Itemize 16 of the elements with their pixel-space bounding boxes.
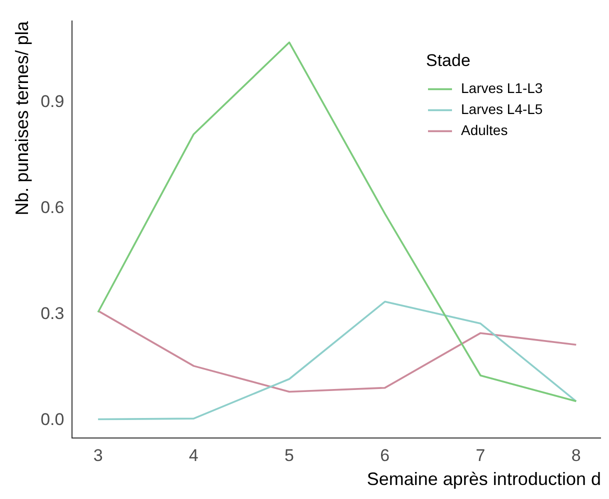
y-tick-label: 0.0 bbox=[40, 410, 64, 430]
legend-title: Stade bbox=[426, 50, 470, 70]
y-tick-label: 0.6 bbox=[40, 198, 64, 218]
legend-label: Larves L1-L3 bbox=[461, 80, 543, 96]
x-axis-title: Semaine après introduction d bbox=[366, 469, 601, 490]
legend-label: Adultes bbox=[461, 122, 508, 138]
x-tick-label: 3 bbox=[93, 446, 103, 465]
y-tick-label: 0.3 bbox=[40, 304, 64, 324]
x-tick-label: 6 bbox=[380, 446, 390, 465]
x-tick-label: 8 bbox=[571, 446, 581, 465]
x-tick-label: 4 bbox=[188, 446, 198, 465]
x-tick-label: 7 bbox=[476, 446, 486, 465]
y-axis-title: Nb. punaises ternes/ pla bbox=[12, 20, 32, 216]
x-tick-label: 5 bbox=[284, 446, 294, 465]
legend-label: Larves L4-L5 bbox=[461, 101, 543, 118]
y-tick-label: 0.9 bbox=[40, 92, 64, 112]
